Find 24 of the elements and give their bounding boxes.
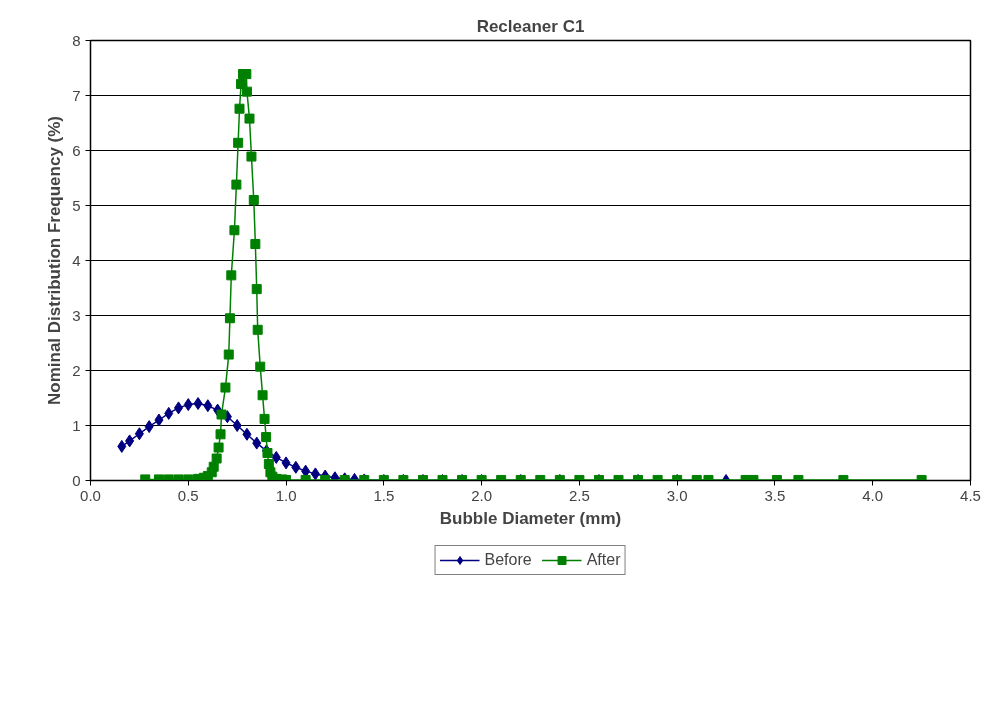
y-axis-title: Nominal Distribution Frequency (%) bbox=[45, 115, 65, 406]
y-tick-label: 3 bbox=[72, 306, 81, 324]
x-tick-label: 4.0 bbox=[862, 486, 884, 504]
y-tick-label: 1 bbox=[72, 416, 81, 434]
x-tick-label: 0.5 bbox=[177, 486, 199, 504]
y-tick-label: 4 bbox=[72, 251, 81, 269]
x-tick-label: 0.0 bbox=[80, 486, 101, 504]
chart-title: Recleaner C1 bbox=[476, 16, 585, 36]
x-tick-label: 1.0 bbox=[275, 486, 297, 504]
y-tick-label: 2 bbox=[72, 361, 81, 379]
y-tick-label: 7 bbox=[72, 86, 81, 104]
x-tick-label: 2.5 bbox=[568, 486, 590, 504]
y-tick-label: 6 bbox=[72, 141, 81, 159]
y-tick-label: 0 bbox=[72, 471, 81, 489]
x-axis-title: Bubble Diameter (mm) bbox=[439, 508, 622, 528]
x-tick-label: 2.0 bbox=[471, 486, 493, 504]
x-tick-label: 3.5 bbox=[764, 486, 786, 504]
x-tick-label: 3.0 bbox=[666, 486, 688, 504]
legend-label: Before bbox=[484, 551, 532, 569]
x-tick-label: 4.5 bbox=[960, 486, 981, 504]
y-tick-label: 5 bbox=[72, 196, 81, 214]
y-tick-label: 8 bbox=[72, 31, 81, 49]
x-tick-label: 1.5 bbox=[373, 486, 395, 504]
legend-label: After bbox=[586, 551, 621, 569]
